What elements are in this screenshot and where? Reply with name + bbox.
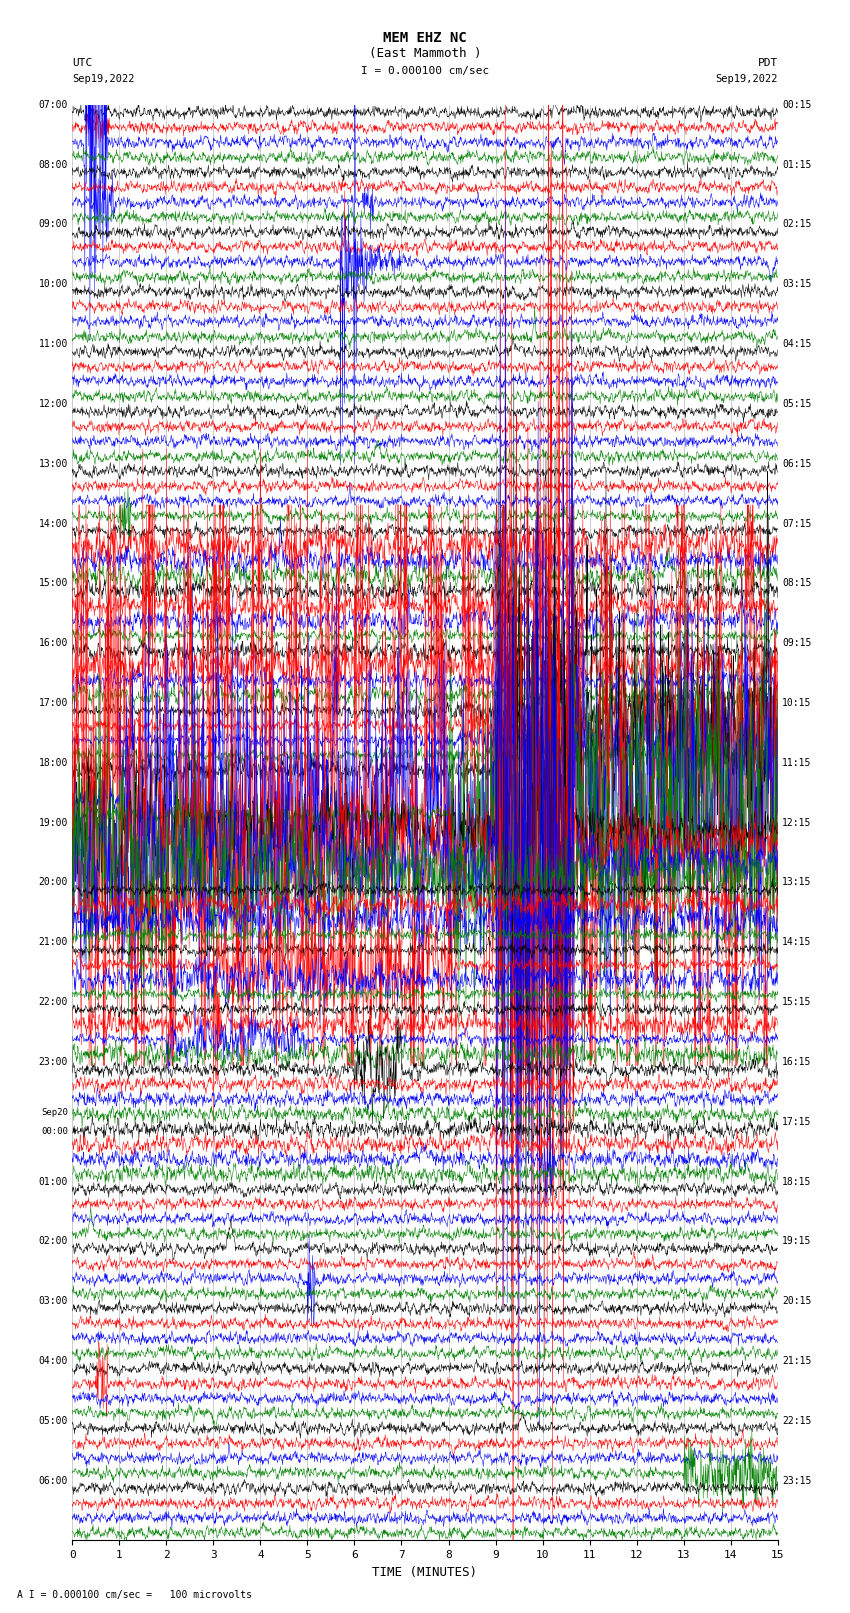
Text: 17:15: 17:15 xyxy=(782,1116,812,1127)
Text: 15:00: 15:00 xyxy=(38,579,68,589)
Text: 23:15: 23:15 xyxy=(782,1476,812,1486)
Text: 05:15: 05:15 xyxy=(782,398,812,410)
Text: 01:15: 01:15 xyxy=(782,160,812,169)
Text: 02:15: 02:15 xyxy=(782,219,812,229)
Text: 00:00: 00:00 xyxy=(41,1126,68,1136)
Text: 04:00: 04:00 xyxy=(38,1357,68,1366)
Text: A I = 0.000100 cm/sec =   100 microvolts: A I = 0.000100 cm/sec = 100 microvolts xyxy=(17,1590,252,1600)
Text: 14:15: 14:15 xyxy=(782,937,812,947)
Text: 13:00: 13:00 xyxy=(38,458,68,469)
Text: 10:15: 10:15 xyxy=(782,698,812,708)
Text: 08:00: 08:00 xyxy=(38,160,68,169)
Text: UTC: UTC xyxy=(72,58,93,68)
Text: 11:15: 11:15 xyxy=(782,758,812,768)
Text: Sep19,2022: Sep19,2022 xyxy=(715,74,778,84)
Text: 06:15: 06:15 xyxy=(782,458,812,469)
Text: Sep20: Sep20 xyxy=(41,1108,68,1116)
Text: 19:15: 19:15 xyxy=(782,1236,812,1247)
Text: 18:15: 18:15 xyxy=(782,1176,812,1187)
Text: 23:00: 23:00 xyxy=(38,1057,68,1066)
Text: 20:15: 20:15 xyxy=(782,1297,812,1307)
Text: 11:00: 11:00 xyxy=(38,339,68,348)
Text: 18:00: 18:00 xyxy=(38,758,68,768)
Text: 07:00: 07:00 xyxy=(38,100,68,110)
Text: 12:15: 12:15 xyxy=(782,818,812,827)
Text: I = 0.000100 cm/sec: I = 0.000100 cm/sec xyxy=(361,66,489,76)
Text: 02:00: 02:00 xyxy=(38,1236,68,1247)
Text: 12:00: 12:00 xyxy=(38,398,68,410)
Text: 22:15: 22:15 xyxy=(782,1416,812,1426)
Text: 13:15: 13:15 xyxy=(782,877,812,887)
Text: 10:00: 10:00 xyxy=(38,279,68,289)
Text: 09:00: 09:00 xyxy=(38,219,68,229)
Text: MEM EHZ NC: MEM EHZ NC xyxy=(383,31,467,45)
Text: 19:00: 19:00 xyxy=(38,818,68,827)
Text: 03:15: 03:15 xyxy=(782,279,812,289)
Text: 01:00: 01:00 xyxy=(38,1176,68,1187)
Text: 14:00: 14:00 xyxy=(38,518,68,529)
Text: 00:15: 00:15 xyxy=(782,100,812,110)
Text: (East Mammoth ): (East Mammoth ) xyxy=(369,47,481,60)
X-axis label: TIME (MINUTES): TIME (MINUTES) xyxy=(372,1566,478,1579)
Text: 06:00: 06:00 xyxy=(38,1476,68,1486)
Text: 21:00: 21:00 xyxy=(38,937,68,947)
Text: 15:15: 15:15 xyxy=(782,997,812,1007)
Text: 17:00: 17:00 xyxy=(38,698,68,708)
Text: 04:15: 04:15 xyxy=(782,339,812,348)
Text: Sep19,2022: Sep19,2022 xyxy=(72,74,135,84)
Text: 05:00: 05:00 xyxy=(38,1416,68,1426)
Text: 03:00: 03:00 xyxy=(38,1297,68,1307)
Text: 21:15: 21:15 xyxy=(782,1357,812,1366)
Text: 08:15: 08:15 xyxy=(782,579,812,589)
Text: 22:00: 22:00 xyxy=(38,997,68,1007)
Text: PDT: PDT xyxy=(757,58,778,68)
Text: 16:00: 16:00 xyxy=(38,639,68,648)
Text: 07:15: 07:15 xyxy=(782,518,812,529)
Text: 16:15: 16:15 xyxy=(782,1057,812,1066)
Text: 09:15: 09:15 xyxy=(782,639,812,648)
Text: 20:00: 20:00 xyxy=(38,877,68,887)
